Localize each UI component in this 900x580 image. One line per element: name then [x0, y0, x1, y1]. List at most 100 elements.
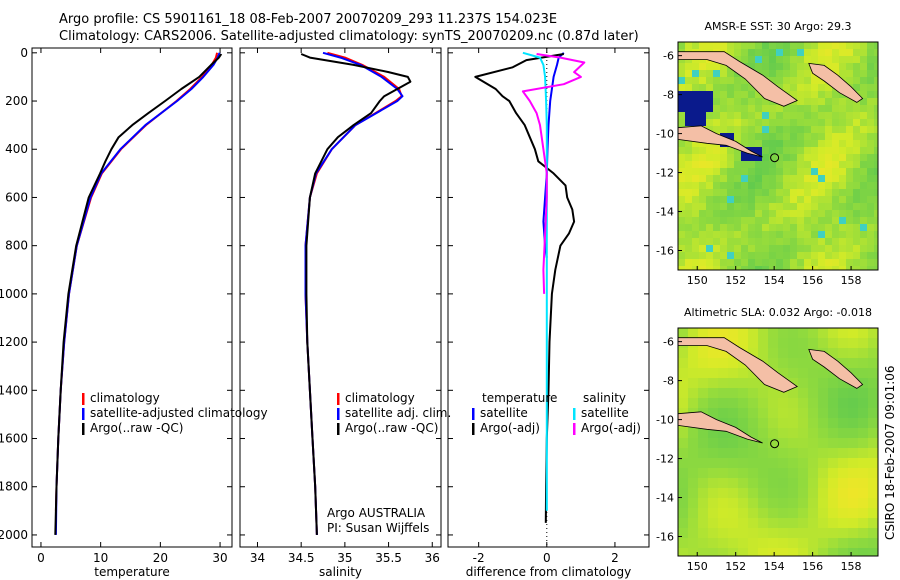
map-cell: [797, 252, 805, 260]
map-cell: [874, 91, 878, 99]
map-cell: [839, 140, 847, 148]
map-cell: [755, 189, 763, 197]
map-cell: [758, 438, 769, 449]
map-cell: [832, 203, 840, 211]
map-cell: [748, 84, 756, 92]
map-cell: [838, 468, 849, 479]
map-cell: [762, 98, 770, 106]
map-cell: [727, 231, 735, 239]
map-cell: [778, 348, 789, 359]
map-cell: [853, 154, 861, 162]
map-cell: [783, 259, 791, 267]
map-cell: [688, 368, 699, 379]
map-cell: [699, 196, 707, 204]
map-cell: [858, 518, 869, 529]
footer-credit: CSIRO 18-Feb-2007 09:01:06: [883, 365, 897, 540]
map-cell: [758, 418, 769, 429]
map-cell: [692, 154, 700, 162]
map-cell: [874, 231, 878, 239]
map-cell: [808, 468, 819, 479]
map-cell: [868, 468, 878, 479]
map-cell: [832, 147, 840, 155]
map-cell: [797, 245, 805, 253]
map-cell: [860, 203, 868, 211]
map-cell: [874, 210, 878, 218]
map-cell: [698, 518, 709, 529]
map-cell: [874, 196, 878, 204]
map-cell: [678, 478, 689, 489]
map-cell: [832, 217, 840, 225]
map-cell: [678, 488, 689, 499]
map-cell: [858, 468, 869, 479]
map-cell: [734, 98, 742, 106]
map-cell: [874, 126, 878, 134]
map-cell: [848, 368, 859, 379]
map-cell: [768, 398, 779, 409]
map-cell: [828, 428, 839, 439]
map-cell: [811, 245, 819, 253]
y-tick-label: -8: [663, 375, 674, 388]
map-cell: [867, 112, 875, 120]
map-cell: [778, 428, 789, 439]
map-cell: [734, 259, 742, 267]
map-cell: [828, 408, 839, 419]
map-cell: [755, 175, 763, 183]
map-cell: [755, 119, 763, 127]
map-cell: [748, 42, 756, 50]
map-cell: [708, 408, 719, 419]
map-cell: [688, 468, 699, 479]
map-cell: [685, 168, 693, 176]
map-cell: [860, 91, 868, 99]
map-cell: [699, 70, 707, 78]
map-cell: [783, 210, 791, 218]
map-cell: [762, 56, 770, 64]
header: Argo profile: CS 5901161_18 08-Feb-2007 …: [0, 0, 660, 46]
map-cell: [706, 84, 714, 92]
map-cell: [762, 49, 770, 57]
map-cell: [734, 203, 742, 211]
map-cell: [741, 56, 749, 64]
map-cell: [848, 408, 859, 419]
map-cell: [788, 428, 799, 439]
map-cell: [808, 428, 819, 439]
map-cell: [698, 478, 709, 489]
map-cell: [825, 161, 833, 169]
map-cell: [706, 175, 714, 183]
map-cell: [706, 154, 714, 162]
map-cell: [818, 478, 829, 489]
map-cell: [738, 418, 749, 429]
map-cell: [825, 98, 833, 106]
map-cell: [798, 428, 809, 439]
map-cell: [797, 119, 805, 127]
map-cell: [748, 398, 759, 409]
map-cell: [846, 119, 854, 127]
x-tick-label: 158: [841, 560, 862, 573]
map-cell: [797, 168, 805, 176]
map-cell: [708, 398, 719, 409]
map-cell: [867, 182, 875, 190]
map-cell: [776, 245, 784, 253]
map-cell: [685, 245, 693, 253]
map-cell: [811, 259, 819, 267]
map-cell: [708, 328, 719, 339]
map-cell: [811, 238, 819, 246]
map-cell: [692, 84, 700, 92]
map-cell: [839, 238, 847, 246]
map-cell: [678, 259, 686, 267]
map-cell: [738, 438, 749, 449]
map-cell: [818, 161, 826, 169]
map-cell: [839, 203, 847, 211]
map-cell: [718, 378, 729, 389]
map-cell: [713, 210, 721, 218]
map-cell: [790, 175, 798, 183]
map-cell: [804, 154, 812, 162]
map-cell: [868, 398, 878, 409]
map-cell: [858, 428, 869, 439]
map-cell: [838, 458, 849, 469]
map-cell: [692, 203, 700, 211]
map-cell: [832, 119, 840, 127]
map-cell: [818, 210, 826, 218]
map-cell: [718, 368, 729, 379]
map-cell: [685, 231, 693, 239]
map-cell: [748, 488, 759, 499]
